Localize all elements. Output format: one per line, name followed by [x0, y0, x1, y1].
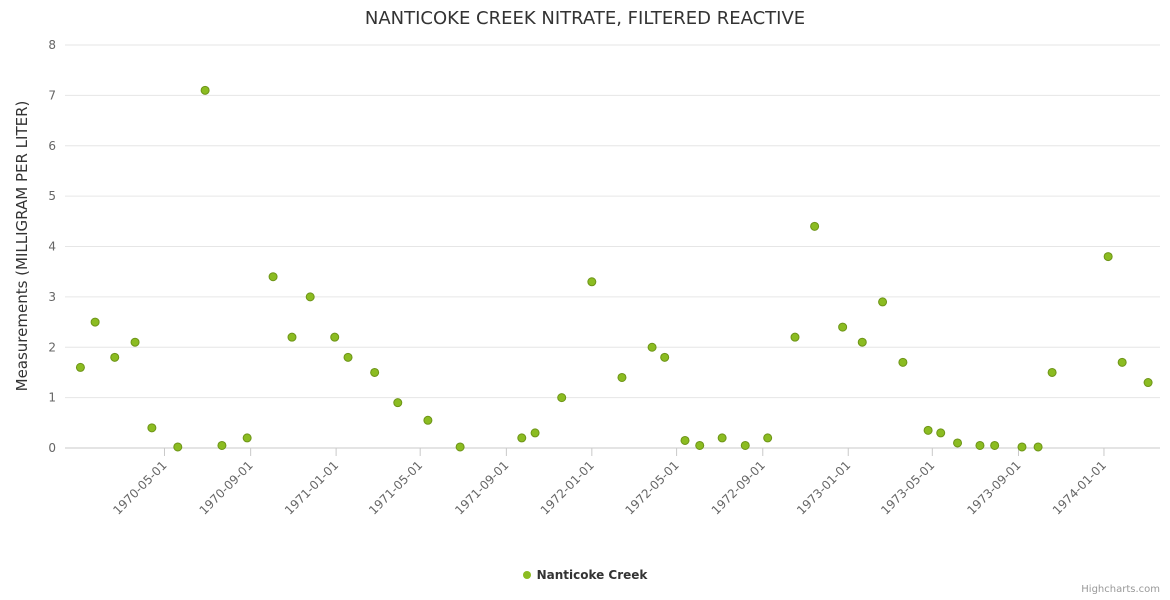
- data-point[interactable]: [110, 352, 120, 362]
- data-point[interactable]: [763, 433, 773, 443]
- y-tick-label: 6: [48, 139, 56, 153]
- data-point[interactable]: [740, 440, 750, 450]
- data-point[interactable]: [1117, 357, 1127, 367]
- legend-item-nanticoke-creek[interactable]: Nanticoke Creek: [522, 568, 648, 582]
- chart-title: NANTICOKE CREEK NITRATE, FILTERED REACTI…: [364, 8, 806, 29]
- data-point[interactable]: [173, 442, 183, 452]
- data-point[interactable]: [898, 357, 908, 367]
- x-tick-label: 1974-01-01: [1050, 458, 1109, 517]
- data-point[interactable]: [343, 352, 353, 362]
- data-point[interactable]: [305, 292, 315, 302]
- data-point[interactable]: [923, 425, 933, 435]
- data-point[interactable]: [147, 423, 157, 433]
- data-point[interactable]: [857, 337, 867, 347]
- data-point[interactable]: [680, 435, 690, 445]
- data-point[interactable]: [975, 440, 985, 450]
- highcharts-credits-link[interactable]: Highcharts.com: [1081, 584, 1160, 595]
- data-point[interactable]: [695, 440, 705, 450]
- data-point[interactable]: [990, 440, 1000, 450]
- legend: Nanticoke Creek: [0, 568, 1170, 582]
- x-tick-label: 1971-09-01: [452, 458, 511, 517]
- legend-marker-icon: [522, 571, 531, 579]
- x-tick-label: 1971-01-01: [282, 458, 341, 517]
- data-point[interactable]: [1103, 252, 1113, 262]
- x-tick-label: 1972-01-01: [538, 458, 597, 517]
- x-tick-label: 1972-09-01: [709, 458, 768, 517]
- y-tick-label: 2: [48, 340, 56, 354]
- data-point[interactable]: [1033, 442, 1043, 452]
- data-point[interactable]: [242, 433, 252, 443]
- data-point[interactable]: [936, 428, 946, 438]
- data-point[interactable]: [530, 428, 540, 438]
- data-point[interactable]: [617, 372, 627, 382]
- data-point[interactable]: [1047, 367, 1057, 377]
- data-point[interactable]: [517, 433, 527, 443]
- x-tick-label: 1972-05-01: [623, 458, 682, 517]
- y-tick-label: 8: [48, 38, 56, 52]
- data-point[interactable]: [953, 438, 963, 448]
- data-point[interactable]: [557, 393, 567, 403]
- y-tick-label: 4: [48, 240, 56, 254]
- legend-label: Nanticoke Creek: [536, 568, 648, 582]
- data-point[interactable]: [717, 433, 727, 443]
- x-tick-label: 1970-09-01: [197, 458, 256, 517]
- data-point[interactable]: [90, 317, 100, 327]
- x-tick-label: 1970-05-01: [110, 458, 169, 517]
- data-point[interactable]: [423, 415, 433, 425]
- data-point[interactable]: [647, 342, 657, 352]
- data-point[interactable]: [75, 362, 85, 372]
- data-point[interactable]: [810, 221, 820, 231]
- data-point[interactable]: [268, 272, 278, 282]
- data-point[interactable]: [1143, 378, 1153, 388]
- x-tick-label: 1973-05-01: [878, 458, 937, 517]
- data-point[interactable]: [1017, 442, 1027, 452]
- data-point[interactable]: [370, 367, 380, 377]
- x-tick-label: 1971-05-01: [366, 458, 425, 517]
- data-point[interactable]: [287, 332, 297, 342]
- data-point[interactable]: [790, 332, 800, 342]
- data-point[interactable]: [878, 297, 888, 307]
- y-tick-label: 0: [48, 441, 56, 455]
- data-point[interactable]: [330, 332, 340, 342]
- x-tick-label: 1973-09-01: [964, 458, 1023, 517]
- x-tick-label: 1973-01-01: [794, 458, 853, 517]
- y-tick-label: 1: [48, 391, 56, 405]
- data-point[interactable]: [130, 337, 140, 347]
- y-tick-label: 7: [48, 88, 56, 102]
- y-tick-label: 3: [48, 290, 56, 304]
- data-point[interactable]: [587, 277, 597, 287]
- data-point[interactable]: [838, 322, 848, 332]
- data-point[interactable]: [455, 442, 465, 452]
- data-point[interactable]: [393, 398, 403, 408]
- data-point[interactable]: [217, 440, 227, 450]
- y-tick-label: 5: [48, 189, 56, 203]
- data-point[interactable]: [660, 352, 670, 362]
- data-point[interactable]: [200, 85, 210, 95]
